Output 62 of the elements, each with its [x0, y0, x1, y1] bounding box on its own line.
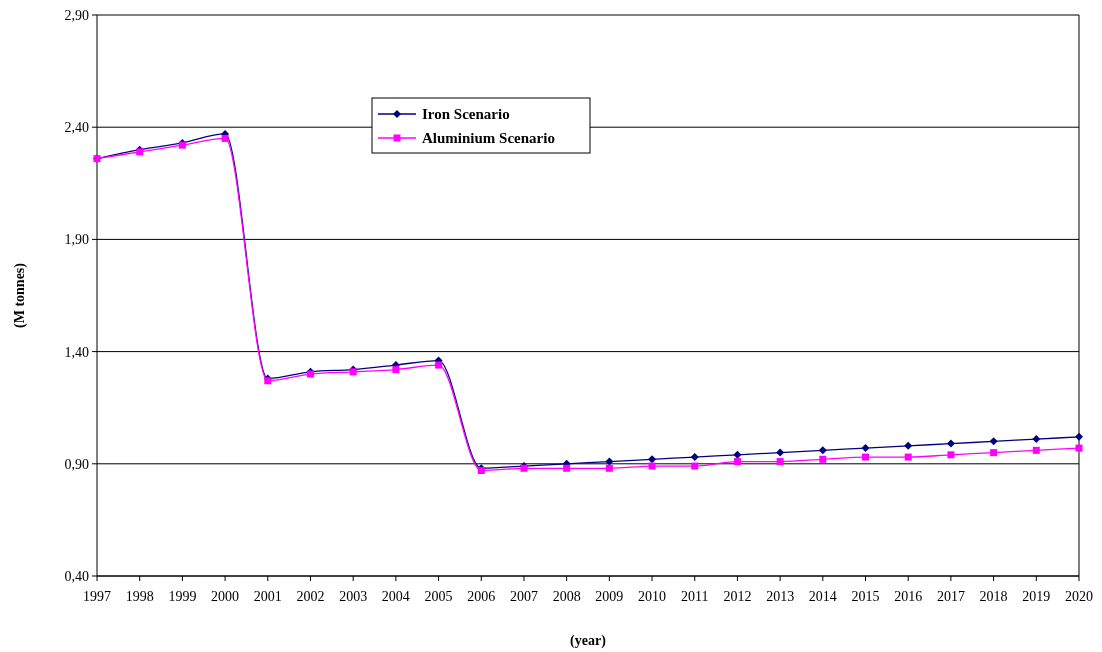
point	[648, 462, 656, 470]
point	[819, 455, 827, 463]
x-tick-label: 2016	[894, 589, 923, 604]
y-tick-label: 2,90	[64, 7, 89, 23]
x-tick-label: 2000	[211, 589, 240, 604]
point	[1075, 444, 1083, 452]
x-tick-label: 2005	[424, 589, 453, 604]
legend-label: Iron Scenario	[422, 106, 510, 123]
x-tick-label: 2007	[509, 589, 538, 604]
point	[648, 455, 657, 464]
x-tick-label: 2008	[552, 589, 581, 604]
point	[776, 448, 785, 457]
y-tick-label: 2,40	[64, 120, 89, 136]
point	[947, 451, 955, 459]
x-tick-label: 2012	[723, 589, 752, 604]
point	[861, 444, 870, 453]
x-tick-label: 2003	[339, 589, 368, 604]
point	[392, 366, 400, 374]
point	[818, 446, 827, 455]
point	[221, 134, 229, 142]
x-tick-label: 2013	[766, 589, 795, 604]
x-tick-label: 2014	[808, 589, 837, 604]
point	[733, 458, 741, 466]
point	[1032, 446, 1040, 454]
y-tick-label: 0,90	[64, 456, 89, 472]
point	[605, 464, 613, 472]
point	[733, 450, 742, 459]
y-tick-label: 1,40	[64, 344, 89, 360]
x-tick-label: 2018	[979, 589, 1008, 604]
y-tick-label: 1,90	[64, 232, 89, 248]
x-tick-label: 2011	[681, 589, 709, 604]
x-tick-label: 2006	[467, 589, 496, 604]
point	[776, 458, 784, 466]
x-tick-label: 2017	[936, 589, 965, 604]
point	[1032, 435, 1041, 444]
point	[904, 441, 913, 450]
x-tick-label: 2002	[296, 589, 325, 604]
x-tick-label: 2020	[1065, 589, 1093, 604]
point	[990, 449, 998, 457]
x-tick-label: 2004	[381, 589, 410, 604]
point	[691, 462, 699, 470]
point	[563, 464, 571, 472]
x-tick-label: 1999	[168, 589, 197, 604]
x-tick-label: 2009	[595, 589, 624, 604]
point	[690, 453, 699, 462]
point	[862, 453, 870, 461]
x-tick-label: 2010	[638, 589, 667, 604]
x-tick-label: 1998	[125, 589, 154, 604]
x-axis-title: (year)	[570, 633, 607, 649]
point	[989, 437, 998, 446]
point	[946, 439, 955, 448]
x-tick-label: 2019	[1022, 589, 1051, 604]
point	[904, 453, 912, 461]
x-tick-label: 2015	[851, 589, 880, 604]
y-axis-title: (M tonnes)	[12, 262, 28, 328]
legend-label: Aluminium Scenario	[422, 130, 555, 147]
point	[605, 457, 614, 466]
point	[1075, 432, 1083, 441]
point	[435, 361, 443, 369]
x-tick-label: 2001	[253, 589, 282, 604]
x-tick-label: 1997	[83, 589, 111, 604]
y-tick-label: 0,40	[64, 568, 89, 584]
